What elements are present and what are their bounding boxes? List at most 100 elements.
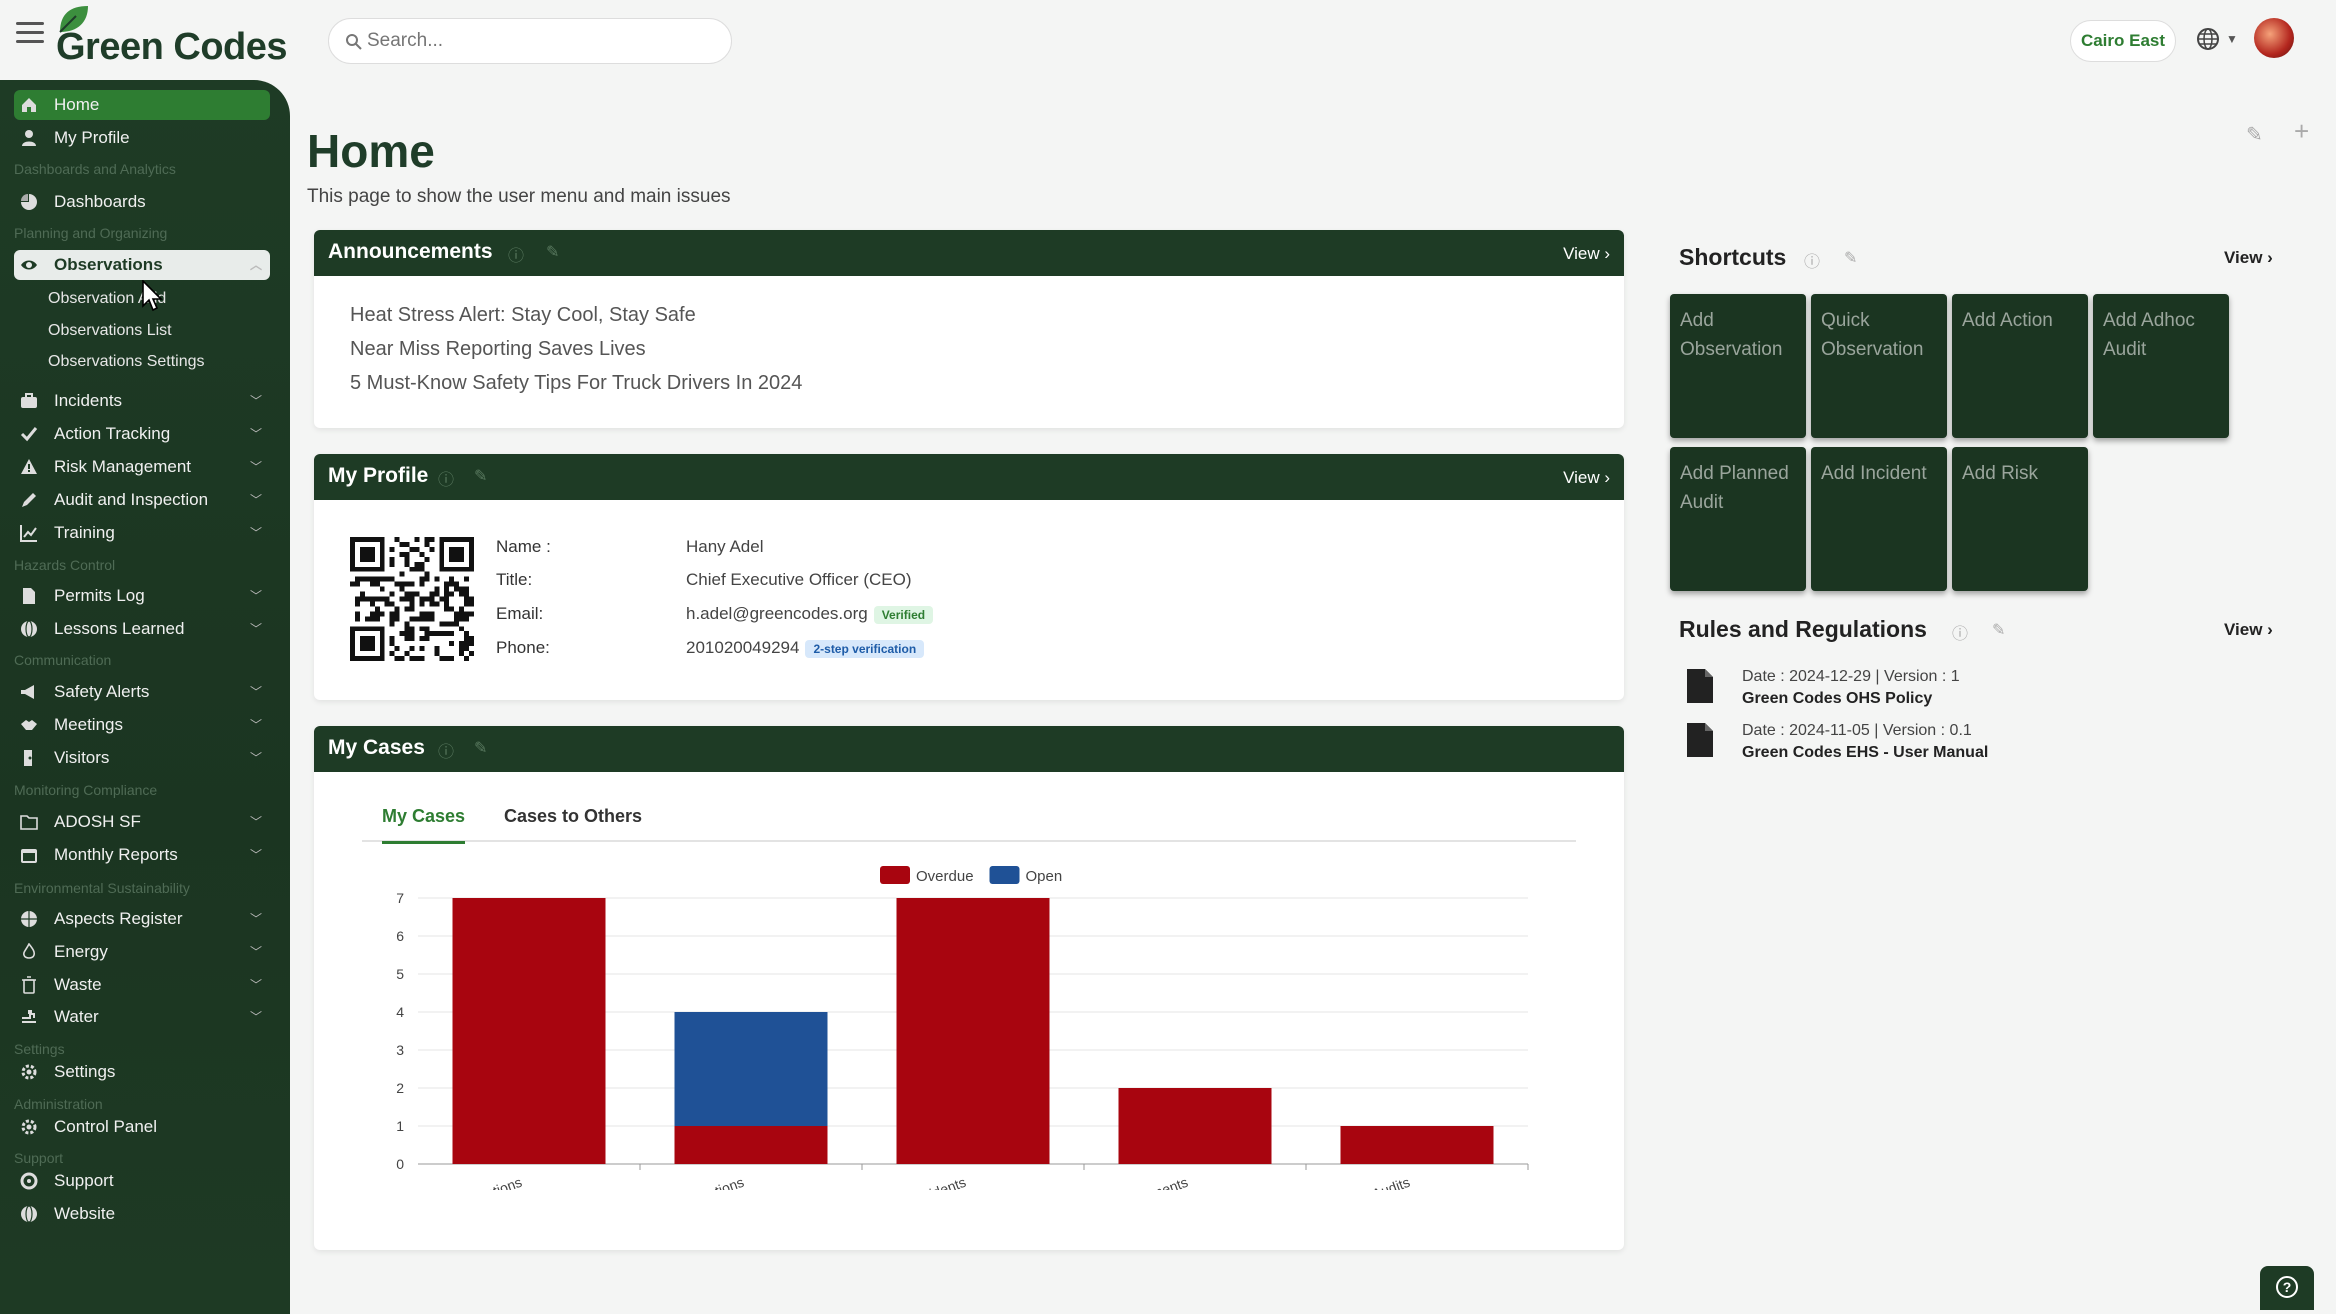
sidebar-item-audit-inspection[interactable]: Audit and Inspection ﹀ — [14, 485, 270, 515]
help-icon[interactable]: ⓘ — [438, 472, 455, 489]
help-icon[interactable]: ⓘ — [438, 744, 455, 761]
sidebar-section-label: Administration — [14, 1096, 103, 1112]
sidebar-item-incidents[interactable]: Incidents ﹀ — [14, 386, 270, 416]
rules-view-link[interactable]: View › — [2224, 620, 2273, 639]
sidebar-item-lessons-learned[interactable]: Lessons Learned ﹀ — [14, 614, 270, 644]
tab-my-cases[interactable]: My Cases — [382, 806, 466, 844]
sidebar-subitem-observations-settings[interactable]: Observations Settings — [48, 353, 205, 370]
legend-swatch — [880, 866, 910, 884]
sidebar-item-dashboards[interactable]: Dashboards — [14, 187, 270, 217]
pencil-icon[interactable]: ✎ — [474, 468, 488, 485]
shortcut-add-risk[interactable]: Add Risk — [1952, 447, 2088, 591]
verified-badge: Verified — [873, 605, 934, 624]
avatar[interactable] — [2254, 18, 2294, 58]
pencil-icon[interactable]: ✎ — [2246, 124, 2263, 146]
name-value: Hany Adel — [686, 537, 764, 556]
sidebar-item-permits-log[interactable]: Permits Log ﹀ — [14, 581, 270, 611]
sidebar-item-action-tracking[interactable]: Action Tracking ﹀ — [14, 419, 270, 449]
lifebuoy-icon — [20, 1172, 38, 1190]
sidebar-item-aspects-register[interactable]: Aspects Register ﹀ — [14, 904, 270, 934]
sidebar-item-control-panel[interactable]: Control Panel — [14, 1112, 270, 1142]
chevron-down-icon: ﹀ — [249, 589, 262, 603]
announcement-item[interactable]: Near Miss Reporting Saves Lives — [350, 338, 646, 360]
sidebar-item-training[interactable]: Training ﹀ — [14, 518, 270, 548]
shortcut-add-incident[interactable]: Add Incident — [1811, 447, 1947, 591]
announcement-item[interactable]: Heat Stress Alert: Stay Cool, Stay Safe — [350, 304, 696, 326]
sidebar-item-label: Visitors — [54, 748, 110, 767]
document-icon[interactable] — [1686, 668, 1714, 704]
search-box[interactable] — [328, 18, 732, 64]
help-button[interactable]: ? — [2260, 1266, 2314, 1310]
chevron-down-icon: ﹀ — [249, 685, 262, 699]
y-tick-label: 0 — [396, 1156, 404, 1172]
announcements-card: Announcements ⓘ ✎ View › — [314, 230, 1624, 428]
rule-name[interactable]: Green Codes EHS - User Manual — [1742, 744, 1989, 761]
phone-value: 201020049294 — [686, 638, 800, 657]
chevron-down-icon: ﹀ — [249, 394, 262, 408]
search-input[interactable] — [367, 27, 707, 55]
view-link[interactable]: View › — [1563, 244, 1610, 263]
sidebar-item-meetings[interactable]: Meetings ﹀ — [14, 710, 270, 740]
help-icon[interactable]: ⓘ — [1952, 626, 1969, 643]
sidebar-item-home[interactable]: Home — [14, 90, 270, 120]
y-tick-label: 2 — [396, 1080, 404, 1096]
shortcut-add-observation[interactable]: Add Observation — [1670, 294, 1806, 438]
help-icon[interactable]: ⓘ — [1804, 254, 1821, 271]
sidebar-item-label: Lessons Learned — [54, 619, 185, 638]
sidebar-item-waste[interactable]: Waste ﹀ — [14, 970, 270, 1000]
chevron-down-icon: ﹀ — [249, 945, 262, 959]
globe-icon[interactable] — [2196, 27, 2220, 51]
globe-icon — [21, 911, 37, 927]
faucet-icon — [22, 1010, 36, 1023]
shortcut-add-adhoc-audit[interactable]: Add Adhoc Audit — [2093, 294, 2229, 438]
shortcut-quick-observation[interactable]: Quick Observation — [1811, 294, 1947, 438]
chevron-down-icon[interactable]: ▼ — [2226, 32, 2238, 46]
chevron-down-icon: ﹀ — [249, 815, 262, 829]
sidebar-item-label: Monthly Reports — [54, 845, 178, 864]
sidebar-subitem-observations-list[interactable]: Observations List — [48, 322, 172, 339]
pencil-icon[interactable]: ✎ — [1992, 622, 2006, 639]
rule-name[interactable]: Green Codes OHS Policy — [1742, 690, 1933, 707]
sidebar-item-support[interactable]: Support — [14, 1166, 270, 1196]
chevron-down-icon: ﹀ — [249, 718, 262, 732]
card-header: Announcements ⓘ ✎ View › — [314, 230, 1624, 276]
sidebar-subitem-observation-add[interactable]: Observation Add — [48, 290, 167, 307]
sidebar-item-label: Home — [54, 95, 100, 114]
sidebar-item-settings[interactable]: Settings — [14, 1057, 270, 1087]
chevron-down-icon: ﹀ — [249, 427, 262, 441]
chevron-down-icon: ﹀ — [249, 978, 262, 992]
calendar-icon — [21, 849, 37, 863]
pencil-icon[interactable]: ✎ — [546, 244, 560, 261]
plus-icon[interactable]: + — [2294, 116, 2310, 146]
shortcut-add-planned-audit[interactable]: Add Planned Audit — [1670, 447, 1806, 591]
legend-swatch — [989, 866, 1020, 884]
shortcuts-view-link[interactable]: View › — [2224, 248, 2273, 267]
sidebar-item-visitors[interactable]: Visitors ﹀ — [14, 743, 270, 773]
sidebar-item-label: Audit and Inspection — [54, 490, 209, 509]
tab-cases-to-others[interactable]: Cases to Others — [504, 806, 643, 826]
sidebar-item-observations[interactable]: Observations ︿ — [14, 250, 270, 280]
sidebar-item-energy[interactable]: Energy ﹀ — [14, 937, 270, 967]
announcement-item[interactable]: 5 Must-Know Safety Tips For Truck Driver… — [350, 372, 803, 394]
pencil-icon[interactable]: ✎ — [1844, 250, 1858, 267]
phone-row: 201020049294 2-step verification — [686, 638, 925, 658]
rules-title: Rules and Regulations — [1679, 616, 1927, 642]
pencil-icon[interactable]: ✎ — [474, 740, 488, 757]
sidebar-item-monthly-reports[interactable]: Monthly Reports ﹀ — [14, 840, 270, 870]
sidebar-item-safety-alerts[interactable]: Safety Alerts ﹀ — [14, 677, 270, 707]
document-icon[interactable] — [1686, 722, 1714, 758]
bar-open — [674, 1012, 828, 1126]
view-link[interactable]: View › — [1563, 468, 1610, 487]
chevron-down-icon: ﹀ — [249, 912, 262, 926]
help-icon[interactable]: ⓘ — [508, 248, 525, 265]
sidebar-item-my-profile[interactable]: My Profile — [14, 123, 270, 153]
sidebar-item-water[interactable]: Water ﹀ — [14, 1002, 270, 1032]
sidebar-item-website[interactable]: Website — [14, 1199, 270, 1229]
menu-icon[interactable] — [16, 22, 44, 44]
sidebar-item-risk-management[interactable]: Risk Management ﹀ — [14, 452, 270, 482]
branch-selector[interactable]: Cairo East — [2070, 20, 2176, 62]
sidebar-item-adosh-sf[interactable]: ADOSH SF ﹀ — [14, 807, 270, 837]
rule-meta: Date : 2024-11-05 | Version : 0.1 — [1742, 722, 1972, 739]
shortcut-add-action[interactable]: Add Action — [1952, 294, 2088, 438]
card-title: My Cases — [328, 736, 425, 759]
